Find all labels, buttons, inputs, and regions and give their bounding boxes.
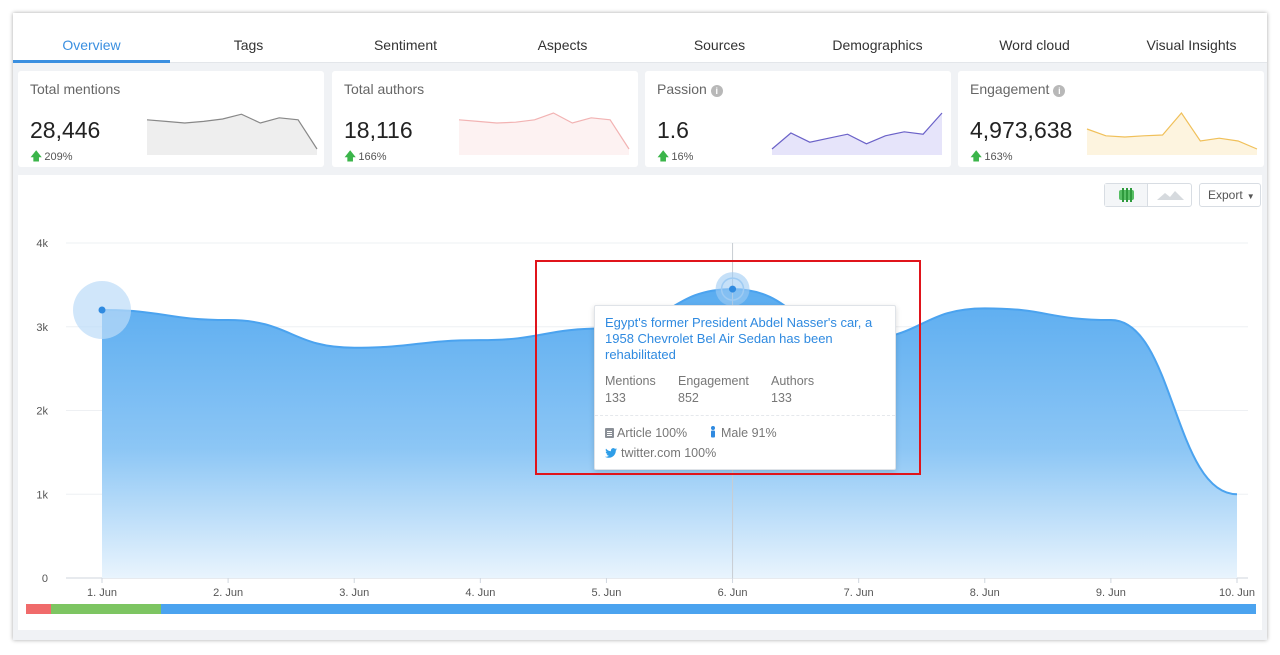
tooltip-source: twitter.com 100% bbox=[605, 446, 716, 460]
export-button[interactable]: Export ▼ bbox=[1199, 183, 1261, 207]
sentiment-segment-positive[interactable] bbox=[161, 604, 1256, 614]
tooltip-stat-value: 133 bbox=[605, 391, 626, 405]
info-icon[interactable]: i bbox=[1053, 85, 1066, 97]
up-arrow-icon: 🡅 bbox=[657, 149, 670, 163]
caret-down-icon: ▼ bbox=[1246, 192, 1255, 201]
y-tick-label: 4k bbox=[36, 238, 48, 250]
tab-tags[interactable]: Tags bbox=[233, 37, 264, 53]
card-label: Total authors bbox=[344, 81, 425, 97]
tooltip-stat-label: Mentions bbox=[605, 374, 656, 388]
highlight-annotation-box bbox=[535, 260, 921, 475]
tab-overview[interactable]: Overview bbox=[13, 13, 170, 63]
data-point bbox=[729, 285, 737, 293]
info-icon[interactable]: i bbox=[710, 85, 723, 97]
tooltip-article: Article 100% bbox=[605, 426, 687, 440]
up-arrow-icon: 🡅 bbox=[344, 149, 357, 163]
card-delta: 🡅 163% bbox=[970, 149, 1013, 163]
tab-word-cloud[interactable]: Word cloud bbox=[999, 37, 1070, 53]
sparkline bbox=[458, 112, 630, 155]
sparkline-line bbox=[458, 112, 630, 150]
x-tick-label: 8. Jun bbox=[970, 587, 1000, 599]
sentiment-segment-neutral[interactable] bbox=[50, 604, 162, 614]
tab-sentiment[interactable]: Sentiment bbox=[373, 37, 438, 53]
y-tick-label: 2k bbox=[36, 406, 48, 418]
card-passion[interactable]: Passion i 1.6 🡅 16% bbox=[645, 71, 951, 167]
tooltip-title-link[interactable]: Egypt's former President Abdel Nasser's … bbox=[605, 315, 873, 362]
dashboard-frame: Overview Tags Sentiment Aspects Sources … bbox=[13, 13, 1267, 640]
sparkline-line bbox=[771, 112, 943, 150]
y-tick-label: 1k bbox=[36, 489, 48, 501]
chart-panel: Export ▼ 0 1k 2k 3k 4k 1. Jun 2. Jun 3. Jun 4. Ju… bbox=[18, 175, 1262, 630]
tooltip-divider bbox=[595, 415, 895, 416]
card-label: Passion i bbox=[657, 81, 723, 97]
tooltip-stat-label: Authors bbox=[771, 374, 815, 388]
x-tick-label: 1. Jun bbox=[87, 587, 117, 599]
card-total-authors[interactable]: Total authors 18,116 🡅 166% bbox=[332, 71, 638, 167]
tab-bar: Overview Tags Sentiment Aspects Sources … bbox=[13, 13, 1267, 63]
card-delta: 🡅 166% bbox=[344, 149, 387, 163]
stream-chart-icon bbox=[1119, 188, 1134, 202]
sparkline-line bbox=[146, 113, 318, 150]
card-label: Engagement i bbox=[970, 81, 1066, 97]
tooltip-stat-value: 133 bbox=[771, 391, 792, 405]
stream-chart-toggle[interactable] bbox=[1105, 184, 1148, 206]
tab-sources[interactable]: Sources bbox=[693, 37, 746, 53]
x-tick-label: 3. Jun bbox=[339, 587, 369, 599]
series-line bbox=[101, 288, 1238, 496]
sparkline bbox=[771, 112, 943, 155]
sparkline-area bbox=[147, 114, 317, 155]
sentiment-segment-negative[interactable] bbox=[26, 604, 51, 614]
tooltip-stat-label: Engagement bbox=[678, 374, 749, 388]
male-icon bbox=[711, 426, 715, 438]
data-point bbox=[98, 306, 106, 314]
x-tick-label: 5. Jun bbox=[591, 587, 621, 599]
x-tick-label: 6. Jun bbox=[718, 587, 748, 599]
tab-demographics[interactable]: Demographics bbox=[832, 37, 923, 53]
article-icon bbox=[605, 428, 614, 438]
sparkline-line bbox=[1086, 112, 1258, 150]
area-chart-toggle[interactable] bbox=[1149, 184, 1192, 206]
point-ring bbox=[720, 277, 745, 301]
x-tick-label: 10. Jun bbox=[1219, 587, 1255, 599]
y-tick-label: 3k bbox=[36, 322, 48, 334]
x-tick-label: 7. Jun bbox=[844, 587, 874, 599]
tooltip-gender: Male 91% bbox=[709, 426, 777, 440]
card-delta: 🡅 16% bbox=[657, 149, 694, 163]
sparkline-area bbox=[772, 113, 942, 155]
card-value: 1.6 bbox=[657, 117, 689, 143]
chart-tooltip: Egypt's former President Abdel Nasser's … bbox=[594, 305, 896, 470]
tooltip-stat-value: 852 bbox=[678, 391, 699, 405]
area-chart-icon bbox=[1157, 191, 1184, 200]
sparkline-area bbox=[1087, 113, 1257, 155]
card-delta: 🡅 209% bbox=[30, 149, 73, 163]
card-value: 28,446 bbox=[30, 117, 101, 143]
card-label: Total mentions bbox=[30, 81, 121, 97]
tab-aspects[interactable]: Aspects bbox=[537, 37, 588, 53]
sparkline bbox=[146, 113, 318, 155]
card-engagement[interactable]: Engagement i 4,973,638 🡅 163% bbox=[958, 71, 1264, 167]
up-arrow-icon: 🡅 bbox=[970, 149, 983, 163]
x-tick-label: 2. Jun bbox=[213, 587, 243, 599]
card-value: 18,116 bbox=[344, 117, 413, 143]
tab-visual-insights[interactable]: Visual Insights bbox=[1146, 37, 1237, 53]
chart-type-toggle[interactable] bbox=[1104, 183, 1192, 207]
card-total-mentions[interactable]: Total mentions 28,446 🡅 209% bbox=[18, 71, 324, 167]
card-value: 4,973,638 bbox=[970, 117, 1073, 143]
x-tick-label: 9. Jun bbox=[1096, 587, 1126, 599]
x-tick-label: 4. Jun bbox=[465, 587, 495, 599]
sparkline bbox=[1086, 112, 1258, 155]
twitter-icon bbox=[605, 448, 617, 458]
sparkline-area bbox=[459, 113, 629, 155]
up-arrow-icon: 🡅 bbox=[30, 149, 43, 163]
y-tick-label: 0 bbox=[42, 573, 48, 585]
